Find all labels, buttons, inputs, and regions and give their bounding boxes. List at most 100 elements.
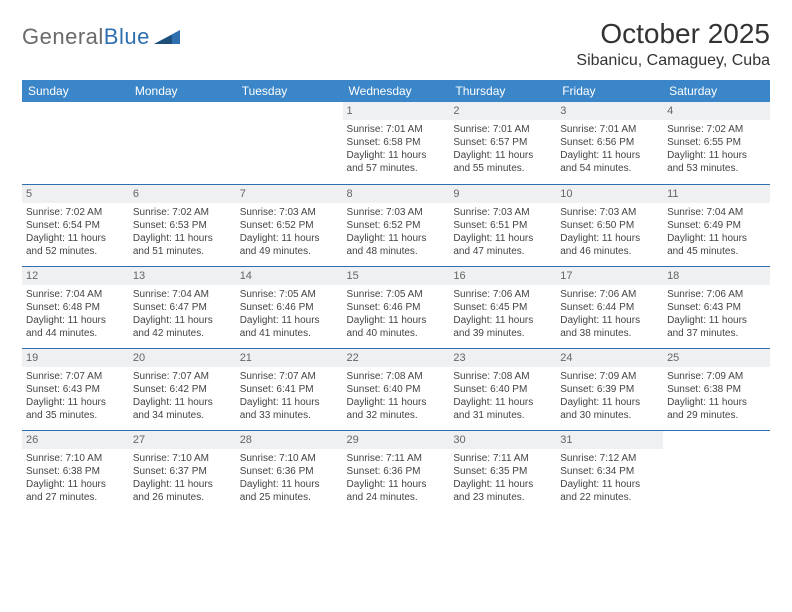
calendar-cell [22, 102, 129, 184]
cell-sunrise: Sunrise: 7:09 AM [667, 370, 766, 383]
day-number: 18 [663, 267, 770, 285]
logo-text-general: General [22, 24, 104, 49]
cell-sunset: Sunset: 6:35 PM [453, 465, 552, 478]
cell-daylight1: Daylight: 11 hours [133, 478, 232, 491]
cell-sunset: Sunset: 6:51 PM [453, 219, 552, 232]
cell-daylight2: and 46 minutes. [560, 245, 659, 258]
cell-sunrise: Sunrise: 7:04 AM [26, 288, 125, 301]
day-number: 29 [343, 431, 450, 449]
cell-sunrise: Sunrise: 7:05 AM [240, 288, 339, 301]
cell-daylight1: Daylight: 11 hours [453, 478, 552, 491]
cell-sunrise: Sunrise: 7:06 AM [667, 288, 766, 301]
day-number: 30 [449, 431, 556, 449]
cell-sunrise: Sunrise: 7:01 AM [453, 123, 552, 136]
cell-sunset: Sunset: 6:36 PM [240, 465, 339, 478]
cell-sunrise: Sunrise: 7:04 AM [133, 288, 232, 301]
cell-sunset: Sunset: 6:43 PM [667, 301, 766, 314]
calendar-row: 1Sunrise: 7:01 AMSunset: 6:58 PMDaylight… [22, 102, 770, 184]
cell-sunset: Sunset: 6:37 PM [133, 465, 232, 478]
cell-daylight1: Daylight: 11 hours [240, 396, 339, 409]
calendar-cell: 11Sunrise: 7:04 AMSunset: 6:49 PMDayligh… [663, 184, 770, 266]
day-number: 23 [449, 349, 556, 367]
day-number: 20 [129, 349, 236, 367]
cell-daylight2: and 34 minutes. [133, 409, 232, 422]
cell-daylight1: Daylight: 11 hours [133, 396, 232, 409]
weekday-header: Tuesday [236, 80, 343, 102]
calendar-cell [663, 430, 770, 512]
calendar-cell: 26Sunrise: 7:10 AMSunset: 6:38 PMDayligh… [22, 430, 129, 512]
calendar-cell: 9Sunrise: 7:03 AMSunset: 6:51 PMDaylight… [449, 184, 556, 266]
cell-daylight1: Daylight: 11 hours [240, 314, 339, 327]
day-number: 16 [449, 267, 556, 285]
calendar-row: 12Sunrise: 7:04 AMSunset: 6:48 PMDayligh… [22, 266, 770, 348]
cell-daylight1: Daylight: 11 hours [667, 396, 766, 409]
cell-sunrise: Sunrise: 7:08 AM [347, 370, 446, 383]
calendar-cell: 27Sunrise: 7:10 AMSunset: 6:37 PMDayligh… [129, 430, 236, 512]
cell-daylight2: and 39 minutes. [453, 327, 552, 340]
day-number: 19 [22, 349, 129, 367]
cell-sunset: Sunset: 6:56 PM [560, 136, 659, 149]
day-number: 8 [343, 185, 450, 203]
cell-daylight1: Daylight: 11 hours [453, 149, 552, 162]
day-number: 7 [236, 185, 343, 203]
calendar-cell: 1Sunrise: 7:01 AMSunset: 6:58 PMDaylight… [343, 102, 450, 184]
cell-sunrise: Sunrise: 7:10 AM [240, 452, 339, 465]
cell-daylight2: and 23 minutes. [453, 491, 552, 504]
day-number: 27 [129, 431, 236, 449]
cell-daylight2: and 30 minutes. [560, 409, 659, 422]
cell-daylight1: Daylight: 11 hours [26, 314, 125, 327]
cell-sunset: Sunset: 6:49 PM [667, 219, 766, 232]
cell-sunrise: Sunrise: 7:11 AM [453, 452, 552, 465]
cell-sunset: Sunset: 6:34 PM [560, 465, 659, 478]
cell-daylight1: Daylight: 11 hours [560, 396, 659, 409]
cell-daylight1: Daylight: 11 hours [240, 478, 339, 491]
cell-sunset: Sunset: 6:40 PM [347, 383, 446, 396]
cell-daylight1: Daylight: 11 hours [560, 314, 659, 327]
logo-text-blue: Blue [104, 24, 150, 49]
cell-sunrise: Sunrise: 7:02 AM [26, 206, 125, 219]
cell-daylight2: and 51 minutes. [133, 245, 232, 258]
weekday-header: Saturday [663, 80, 770, 102]
cell-daylight2: and 47 minutes. [453, 245, 552, 258]
cell-daylight2: and 37 minutes. [667, 327, 766, 340]
calendar-cell: 7Sunrise: 7:03 AMSunset: 6:52 PMDaylight… [236, 184, 343, 266]
calendar-cell: 3Sunrise: 7:01 AMSunset: 6:56 PMDaylight… [556, 102, 663, 184]
calendar-cell: 16Sunrise: 7:06 AMSunset: 6:45 PMDayligh… [449, 266, 556, 348]
cell-daylight2: and 54 minutes. [560, 162, 659, 175]
day-number: 11 [663, 185, 770, 203]
day-number: 14 [236, 267, 343, 285]
cell-daylight1: Daylight: 11 hours [453, 396, 552, 409]
day-number: 10 [556, 185, 663, 203]
cell-sunrise: Sunrise: 7:03 AM [347, 206, 446, 219]
cell-daylight1: Daylight: 11 hours [133, 314, 232, 327]
cell-sunset: Sunset: 6:48 PM [26, 301, 125, 314]
cell-daylight1: Daylight: 11 hours [347, 314, 446, 327]
cell-daylight1: Daylight: 11 hours [26, 478, 125, 491]
cell-sunset: Sunset: 6:52 PM [347, 219, 446, 232]
cell-daylight2: and 42 minutes. [133, 327, 232, 340]
header: GeneralBlue October 2025 Sibanicu, Camag… [22, 18, 770, 70]
cell-daylight1: Daylight: 11 hours [453, 314, 552, 327]
cell-daylight2: and 31 minutes. [453, 409, 552, 422]
calendar-table: Sunday Monday Tuesday Wednesday Thursday… [22, 80, 770, 512]
day-number: 6 [129, 185, 236, 203]
calendar-cell: 30 Sunrise: 7:11 AMSunset: 6:35 PMDayligh… [449, 430, 556, 512]
cell-daylight1: Daylight: 11 hours [26, 396, 125, 409]
logo-text: GeneralBlue [22, 24, 150, 50]
cell-sunset: Sunset: 6:44 PM [560, 301, 659, 314]
cell-sunset: Sunset: 6:41 PM [240, 383, 339, 396]
calendar-cell: 14Sunrise: 7:05 AMSunset: 6:46 PMDayligh… [236, 266, 343, 348]
cell-daylight1: Daylight: 11 hours [26, 232, 125, 245]
cell-sunset: Sunset: 6:57 PM [453, 136, 552, 149]
cell-sunset: Sunset: 6:36 PM [347, 465, 446, 478]
cell-daylight2: and 45 minutes. [667, 245, 766, 258]
cell-sunset: Sunset: 6:38 PM [26, 465, 125, 478]
weekday-header: Wednesday [343, 80, 450, 102]
calendar-row: 19Sunrise: 7:07 AMSunset: 6:43 PMDayligh… [22, 348, 770, 430]
day-number: 1 [343, 102, 450, 120]
calendar-row: 5Sunrise: 7:02 AMSunset: 6:54 PMDaylight… [22, 184, 770, 266]
cell-sunset: Sunset: 6:47 PM [133, 301, 232, 314]
location: Sibanicu, Camaguey, Cuba [576, 52, 770, 70]
calendar-cell: 2Sunrise: 7:01 AMSunset: 6:57 PMDaylight… [449, 102, 556, 184]
day-number: 22 [343, 349, 450, 367]
